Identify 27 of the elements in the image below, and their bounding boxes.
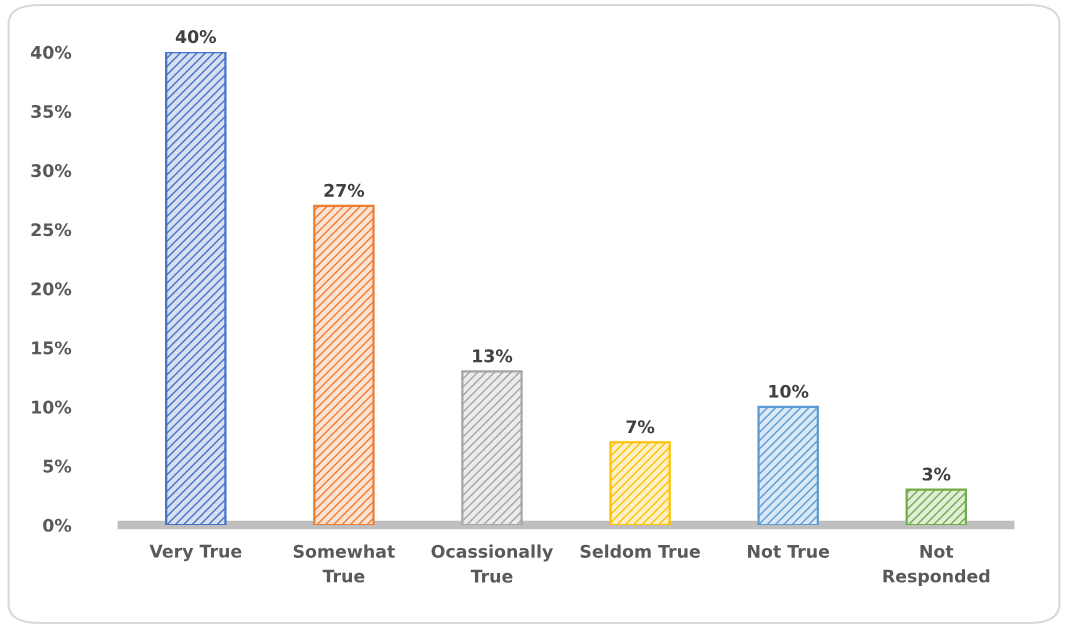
x-tick-label: Not Responded bbox=[883, 544, 990, 586]
bar bbox=[461, 370, 523, 526]
bar bbox=[313, 204, 375, 526]
data-label: 3% bbox=[922, 467, 951, 481]
y-tick-label: 20% bbox=[31, 282, 72, 296]
x-tick-label: Not True bbox=[748, 544, 830, 558]
bar bbox=[757, 405, 819, 526]
bar bbox=[905, 488, 968, 526]
x-tick-label: Ocassionally True bbox=[431, 544, 553, 583]
y-tick-label: 0% bbox=[43, 518, 72, 532]
data-label: 10% bbox=[769, 384, 809, 398]
x-tick-label: Seldom True bbox=[580, 544, 700, 558]
y-tick-label: 15% bbox=[32, 341, 72, 355]
y-tick-label: 30% bbox=[31, 164, 72, 178]
x-tick-label: Very True bbox=[149, 544, 242, 562]
bar bbox=[165, 52, 227, 526]
y-tick-label: 40% bbox=[30, 45, 72, 59]
data-label: 13% bbox=[473, 349, 513, 363]
y-tick-label: 35% bbox=[31, 104, 72, 119]
x-tick-label: Somewhat True bbox=[293, 544, 395, 583]
data-label: 27% bbox=[324, 183, 365, 197]
bar bbox=[609, 441, 671, 526]
y-tick-label: 25% bbox=[31, 223, 72, 237]
data-label: 7% bbox=[626, 420, 655, 434]
y-tick-label: 5% bbox=[43, 459, 72, 473]
y-tick-label: 10% bbox=[32, 400, 72, 414]
data-label: 40% bbox=[175, 30, 217, 44]
